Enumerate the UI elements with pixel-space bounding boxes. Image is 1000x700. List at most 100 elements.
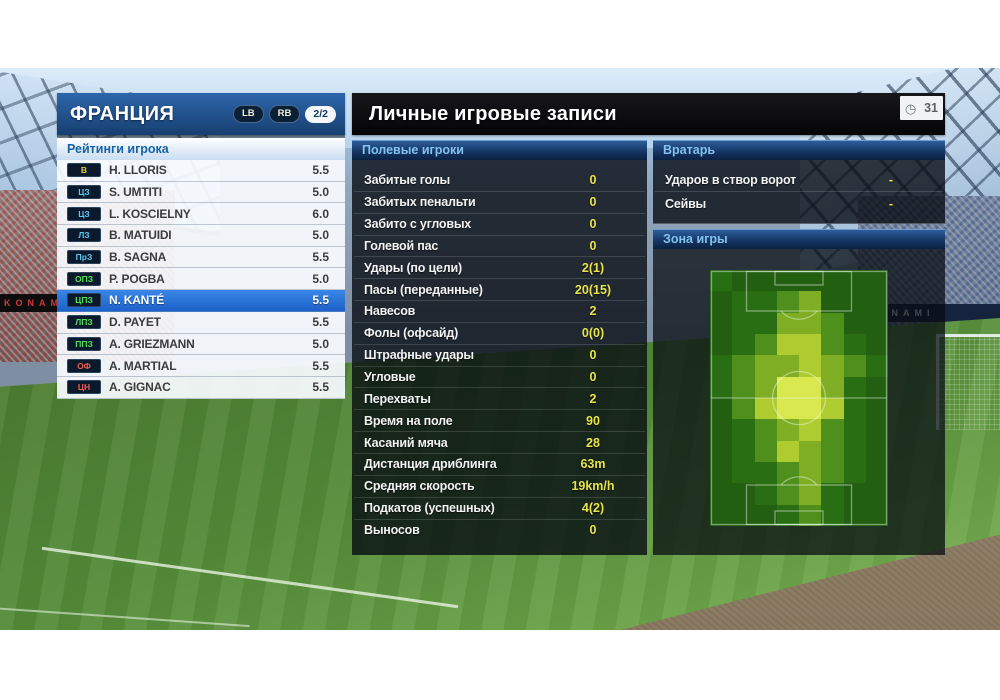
position-badge: ЦН <box>67 380 101 395</box>
heatmap-cell <box>843 462 866 484</box>
heatmap-cell <box>821 312 844 334</box>
stat-value: 0(0) <box>581 326 605 341</box>
stat-row: Удары (по цели) 2(1) <box>354 257 645 280</box>
player-row[interactable]: В H. LLORIS 5.5 <box>57 160 345 182</box>
heatmap-cell <box>865 440 888 462</box>
player-row[interactable]: ППЗ A. GRIEZMANN 5.0 <box>57 333 345 356</box>
player-row[interactable]: ЛЗ B. MATUIDI 5.0 <box>57 225 345 247</box>
heatmap-cell <box>865 398 888 420</box>
stat-row: Забито с угловых 0 <box>354 214 645 236</box>
stat-row: Пасы (переданные) 20(15) <box>354 279 645 302</box>
heatmap-cell <box>710 270 733 292</box>
player-row[interactable]: ЛПЗ D. PAYET 5.5 <box>57 311 345 334</box>
player-row[interactable]: ЦЗ L. KOSCIELNY 6.0 <box>57 203 345 226</box>
heatmap-cell <box>776 334 799 356</box>
stat-label: Навесов <box>364 304 416 319</box>
stat-value: 0 <box>589 523 597 538</box>
heatmap-cell <box>732 355 755 377</box>
heatmap-cell <box>710 440 733 462</box>
heatmap-cell <box>776 398 799 420</box>
field-players-column: Полевые игроки Забитые голы 0 Забитых пена… <box>352 140 647 555</box>
heatmap-cell <box>843 440 866 462</box>
position-badge: ЛЗ <box>67 228 101 243</box>
field-stats-list: Забитые голы 0 Забитых пенальти 0 Забито с у… <box>352 160 647 555</box>
stat-row: Фолы (офсайд) 0(0) <box>354 323 645 345</box>
stat-label: Касаний мяча <box>364 435 448 450</box>
lb-button-badge[interactable]: LB <box>232 105 264 123</box>
stat-value: 90 <box>586 413 600 428</box>
heatmap-cell <box>710 376 733 398</box>
player-row[interactable]: ПрЗ B. SAGNA 5.5 <box>57 246 345 269</box>
stat-label: Удары (по цели) <box>364 260 462 275</box>
page-indicator: 2/2 <box>305 105 336 123</box>
heatmap-cell <box>754 355 777 377</box>
heatmap-cell <box>754 334 777 356</box>
stat-value: 4(2) <box>581 501 605 516</box>
heatmap-cell <box>843 334 866 356</box>
heatmap-cell <box>732 376 755 398</box>
heatmap-cell <box>776 376 799 398</box>
stat-value: 0 <box>589 195 597 210</box>
heatmap-cell <box>865 376 888 398</box>
heatmap-grid <box>710 270 888 526</box>
stat-label: Забито с угловых <box>364 217 472 232</box>
divider <box>57 135 345 138</box>
heatmap-cell <box>710 398 733 420</box>
heatmap-cell <box>710 462 733 484</box>
heatmap-cell <box>799 312 822 334</box>
stat-row: Голевой пас 0 <box>354 236 645 258</box>
stat-value: - <box>888 197 894 211</box>
heatmap-cell <box>776 270 799 292</box>
heatmap-cell <box>732 291 755 313</box>
player-row[interactable]: ЦЗ S. UMTITI 5.0 <box>57 181 345 204</box>
stat-row: Навесов 2 <box>354 301 645 323</box>
gk-stats-list: Ударов в створ ворот - Сейвы - <box>653 160 945 224</box>
heatmap-cell <box>799 462 822 484</box>
heatmap-cell <box>821 334 844 356</box>
heatmap-cell <box>843 483 866 505</box>
stat-value: 0 <box>589 370 597 385</box>
heatmap-cell <box>865 334 888 356</box>
player-rating: 5.0 <box>312 271 329 286</box>
player-name: D. PAYET <box>109 315 161 330</box>
stat-row: Дистанция дриблинга 63m <box>354 454 645 476</box>
stat-label: Фолы (офсайд) <box>364 326 459 341</box>
heatmap-cell <box>865 504 888 526</box>
goalkeeper-header: Вратарь <box>653 140 945 160</box>
position-badge: В <box>67 163 101 178</box>
heatmap-cell <box>754 291 777 313</box>
player-row[interactable]: ЦН A. GIGNAC 5.5 <box>57 376 345 399</box>
heatmap-cell <box>799 504 822 526</box>
team-title: ФРАНЦИЯ <box>70 102 175 125</box>
rb-button-badge[interactable]: RB <box>268 105 301 123</box>
heatmap-cell <box>821 483 844 505</box>
position-badge: ППЗ <box>67 336 101 351</box>
goalkeeper-column: Вратарь Ударов в створ ворот - Сейвы - Зона… <box>653 140 945 555</box>
stat-value: 0 <box>589 217 597 232</box>
heatmap-cell <box>776 312 799 334</box>
heatmap-cell <box>843 270 866 292</box>
stat-label: Ударов в створ ворот <box>665 172 797 187</box>
stat-value: 0 <box>589 238 597 253</box>
player-row[interactable]: ОПЗ P. POGBA 5.0 <box>57 268 345 291</box>
heatmap-cell <box>754 312 777 334</box>
stat-label: Средняя скорость <box>364 479 475 494</box>
heatmap-cell <box>799 419 822 441</box>
stat-value: 2(1) <box>581 260 605 275</box>
heatmap-cell <box>732 483 755 505</box>
heatmap-cell <box>843 398 866 420</box>
player-row[interactable]: ОФ A. MARTIAL 5.5 <box>57 355 345 377</box>
heatmap-cell <box>710 334 733 356</box>
player-name: H. LLORIS <box>109 163 167 178</box>
stat-row: Штрафные удары 0 <box>354 345 645 367</box>
heatmap-cell <box>732 440 755 462</box>
heatmap-cell <box>754 398 777 420</box>
player-row[interactable]: ЦПЗ N. KANTÉ 5.5 <box>57 290 345 312</box>
heatmap-cell <box>865 462 888 484</box>
position-badge: ЦЗ <box>67 185 101 200</box>
player-rating: 5.5 <box>312 250 329 265</box>
stat-row: Средняя скорость 19km/h <box>354 476 645 498</box>
position-badge: ЦПЗ <box>67 293 101 308</box>
stat-label: Угловые <box>364 370 416 385</box>
